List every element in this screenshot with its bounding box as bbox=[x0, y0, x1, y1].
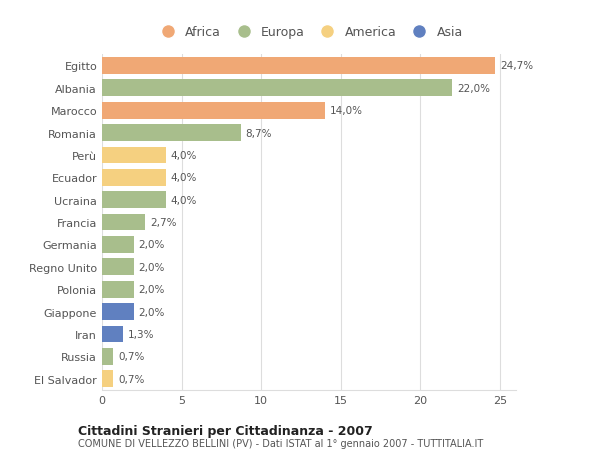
Bar bbox=[102, 80, 452, 97]
Text: 2,0%: 2,0% bbox=[139, 262, 165, 272]
Text: 0,7%: 0,7% bbox=[118, 374, 144, 384]
Text: 8,7%: 8,7% bbox=[245, 128, 272, 138]
Text: 0,7%: 0,7% bbox=[118, 352, 144, 362]
Bar bbox=[102, 214, 145, 231]
Bar bbox=[102, 370, 113, 387]
Text: 4,0%: 4,0% bbox=[170, 195, 197, 205]
Text: 4,0%: 4,0% bbox=[170, 173, 197, 183]
Text: 1,3%: 1,3% bbox=[127, 329, 154, 339]
Bar bbox=[102, 303, 134, 320]
Bar bbox=[102, 125, 241, 142]
Text: 4,0%: 4,0% bbox=[170, 151, 197, 161]
Text: COMUNE DI VELLEZZO BELLINI (PV) - Dati ISTAT al 1° gennaio 2007 - TUTTITALIA.IT: COMUNE DI VELLEZZO BELLINI (PV) - Dati I… bbox=[78, 438, 483, 448]
Bar bbox=[102, 102, 325, 119]
Text: 2,0%: 2,0% bbox=[139, 240, 165, 250]
Legend: Africa, Europa, America, Asia: Africa, Europa, America, Asia bbox=[150, 21, 468, 44]
Bar bbox=[102, 281, 134, 298]
Bar bbox=[102, 236, 134, 253]
Text: 24,7%: 24,7% bbox=[500, 61, 533, 71]
Bar bbox=[102, 259, 134, 276]
Text: 22,0%: 22,0% bbox=[457, 84, 490, 94]
Text: 2,0%: 2,0% bbox=[139, 307, 165, 317]
Text: 2,7%: 2,7% bbox=[150, 218, 176, 228]
Text: 14,0%: 14,0% bbox=[330, 106, 363, 116]
Bar bbox=[102, 348, 113, 365]
Bar bbox=[102, 169, 166, 186]
Text: 2,0%: 2,0% bbox=[139, 285, 165, 295]
Bar bbox=[102, 192, 166, 209]
Text: Cittadini Stranieri per Cittadinanza - 2007: Cittadini Stranieri per Cittadinanza - 2… bbox=[78, 424, 373, 437]
Bar bbox=[102, 147, 166, 164]
Bar bbox=[102, 326, 123, 343]
Bar bbox=[102, 58, 496, 75]
